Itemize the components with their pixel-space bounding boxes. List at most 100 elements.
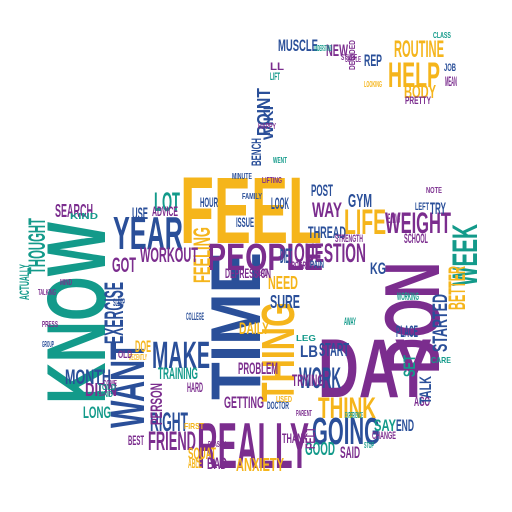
word-daily: DAILY [239, 319, 269, 338]
word-diet: DIET [280, 242, 292, 268]
word-mean: MEAN [445, 73, 457, 89]
word-long: LONG [83, 403, 111, 422]
word-doctor: DOCTOR [267, 400, 289, 413]
word-old: OLD [118, 349, 132, 362]
word-minute: MINUTE [232, 171, 252, 181]
word-able: ABLE [188, 455, 202, 471]
word-away: AWAY [344, 316, 356, 329]
word-sleep: SLEEP [113, 297, 125, 310]
word-end: END [396, 416, 414, 435]
word-day: DAY [318, 321, 432, 416]
word-press: PRESS [42, 319, 58, 329]
word-people: PEOPLE [207, 237, 323, 280]
word-bad: BAD [207, 454, 227, 473]
word-bench: BENCH [248, 138, 264, 166]
word-right: RIGHT [150, 406, 188, 437]
word-month: MONTH [65, 363, 111, 389]
word-understand: UNDERSTAND [314, 43, 332, 53]
word-friend: FRIEND [148, 425, 196, 456]
word-find: FIND [97, 389, 113, 399]
word-better: BETTER [444, 266, 472, 310]
word-gym: GYM [348, 191, 372, 213]
word-said: SAID [340, 443, 360, 462]
word-eating: EATING [388, 210, 400, 226]
word-simple: SIMPLE [345, 54, 361, 64]
word-actually: ACTUALLY [16, 264, 32, 300]
word-hour: HOUR [200, 194, 218, 210]
word-used: USED [276, 394, 292, 404]
word-talking: TALKING [38, 287, 56, 297]
word-problem: PROBLEM [238, 359, 278, 378]
word-program: PROGRAM [288, 260, 314, 273]
word-try: TRY [430, 199, 446, 218]
word-hard: HARD [187, 379, 203, 395]
word-lift: LIFT [270, 71, 280, 84]
word-college: COLLEGE [186, 311, 204, 324]
word-come: COME [103, 378, 117, 388]
word-squat: SQUAT [188, 444, 216, 463]
word-didn: DIDN [85, 380, 117, 402]
word-left: LEFT [415, 201, 429, 214]
word-working: WORKING [397, 291, 419, 304]
word-first: FIRST [184, 421, 204, 431]
word-thank: THANK [282, 430, 308, 446]
word-body: BODY [404, 82, 436, 104]
word-lb: LB [300, 342, 318, 361]
word-leg: LEG [296, 333, 316, 343]
word-make: MAKE [152, 335, 210, 378]
word-look: LOOK [271, 194, 289, 213]
word-family: FAMILY [242, 191, 262, 201]
word-weight: WEIGHT [385, 206, 451, 240]
word-issue: ISSUE [236, 214, 254, 230]
word-head: HEAD [254, 267, 268, 280]
word-trying: TRYING [292, 371, 324, 390]
word-place: PLACE [396, 322, 418, 341]
word-best: BEST [128, 432, 144, 448]
word-class: CLASS [433, 30, 451, 40]
word-thread: THREAD [308, 223, 346, 242]
word-went: WENT [273, 155, 287, 165]
word-got: GOT [112, 251, 136, 277]
word-reason: REASON [208, 439, 226, 449]
word-ll: LL [270, 61, 284, 74]
word-stuff: STUFF [341, 52, 357, 62]
word-question: QUESTION [294, 237, 366, 268]
word-change: CHANGE [372, 430, 396, 443]
word-routine: ROUTINE [394, 36, 444, 64]
word-care: CARE [431, 355, 451, 365]
word-lifting: LIFTING [262, 175, 282, 185]
word-happy: HAPPY [258, 121, 276, 131]
word-person: PERSON [147, 383, 166, 425]
word-group: GROUP [42, 339, 54, 349]
word-think: THINK [318, 391, 376, 425]
word-strength: STRENGTH [335, 233, 363, 246]
word-say: SAY [374, 416, 396, 435]
word-work: WORK [299, 361, 341, 395]
word-feel: FEEL [180, 157, 322, 264]
word-kg: KG [370, 259, 386, 278]
word-recently: RECENTLY [129, 352, 147, 362]
word-pretty: PRETTY [405, 95, 431, 108]
word-doe: DOE [135, 337, 151, 356]
word-ago: AGO [414, 393, 430, 409]
word-advice: ADVICE [152, 203, 178, 219]
word-experience: EXPERIENCE [345, 410, 363, 420]
word-job: JOB [444, 62, 456, 75]
word-new: NEW [326, 41, 348, 60]
word-stop: STOP [364, 440, 374, 450]
word-workout: WORKOUT [140, 241, 198, 267]
word-sure: SURE [270, 292, 300, 314]
word-way: WAY [312, 196, 342, 222]
word-use: USE [132, 204, 148, 223]
word-life: LIFE [344, 202, 386, 242]
word-depression: DEPRESSION [225, 265, 271, 281]
word-lot: LOT [154, 186, 180, 217]
word-good: GOOD [305, 439, 335, 461]
word-getting: GETTING [224, 393, 264, 412]
word-really: REALLY [197, 409, 309, 483]
word-note: NOTE [426, 185, 442, 195]
word-looking: LOOKING [364, 79, 382, 89]
word-help: HELP [388, 55, 440, 95]
word-post: POST [311, 181, 333, 200]
